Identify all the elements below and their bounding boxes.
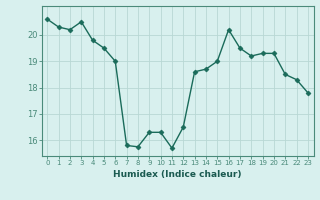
- X-axis label: Humidex (Indice chaleur): Humidex (Indice chaleur): [113, 170, 242, 179]
